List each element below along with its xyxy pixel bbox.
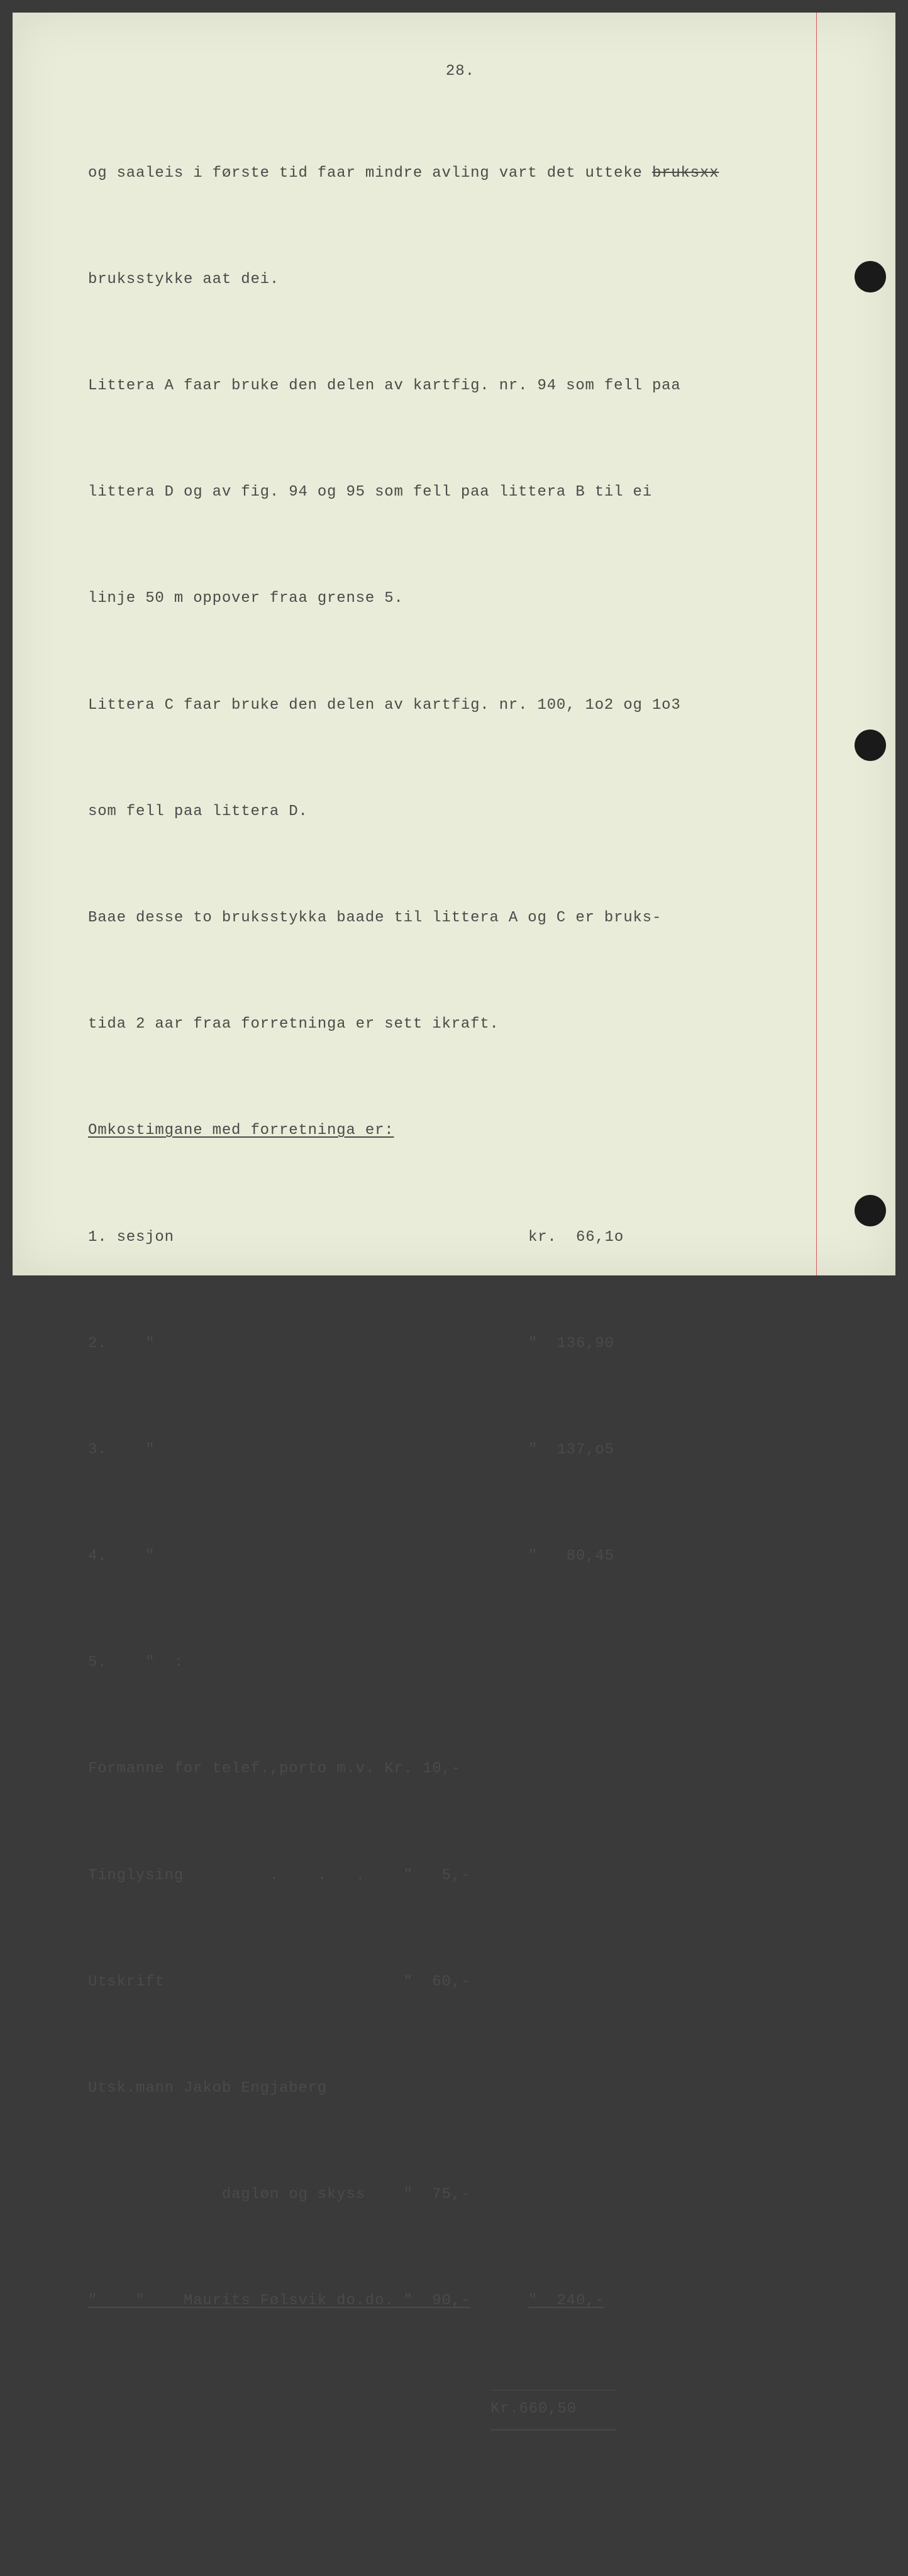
para-line: Littera C faar bruke den delen av kartfi…: [88, 688, 833, 723]
cost-value: [528, 2177, 629, 2212]
para-line: Baae desse to bruksstykka baade til litt…: [88, 901, 833, 936]
cost-row: Formanne for telef.,porto m.v. Kr. 10,-: [88, 1752, 629, 1787]
margin-rule-line: [816, 13, 817, 1275]
cost-row: Utskrift " 60,-: [88, 1965, 629, 2000]
para-line: linje 50 m oppover fraa grense 5.: [88, 581, 833, 616]
cost-label: " " Maurits Følsvik do.do. " 90,-: [88, 2284, 470, 2319]
cost-value: [528, 1965, 629, 2000]
struck-text: bruksxx: [652, 165, 719, 182]
cost-row: Utsk.mann Jakob Engjaberg: [88, 2071, 629, 2106]
cost-value: " 240,-: [528, 2284, 629, 2319]
cost-label: Utskrift " 60,-: [88, 1965, 470, 2000]
cost-value: [528, 1752, 629, 1787]
para-line: bruksstykke aat dei.: [88, 262, 833, 297]
document-page: 28. og saaleis i første tid faar mindre …: [13, 13, 895, 1275]
para-line: tida 2 aar fraa forretninga er sett ikra…: [88, 1007, 833, 1042]
cost-row: 1. sesjon kr. 66,1o: [88, 1220, 629, 1255]
cost-row: dagløn og skyss " 75,-: [88, 2177, 629, 2212]
page-number: 28.: [88, 63, 833, 80]
text: og saaleis i første tid faar mindre avli…: [88, 165, 643, 182]
cost-label: Utsk.mann Jakob Engjaberg: [88, 2071, 327, 2106]
cost-value: [528, 1858, 629, 1894]
total-sum: Kr.660,50: [490, 2390, 616, 2430]
cost-row: Tinglysing . . . " 5,-: [88, 1858, 629, 1894]
punch-hole: [855, 261, 886, 292]
cost-label: dagløn og skyss " 75,-: [88, 2177, 470, 2212]
cost-label: 1. sesjon: [88, 1220, 174, 1255]
punch-hole: [855, 730, 886, 761]
cost-label: 5. " :: [88, 1645, 184, 1680]
cost-label: 2. ": [88, 1326, 155, 1362]
para-line: Littera A faar bruke den delen av kartfi…: [88, 369, 833, 404]
payers-table: Av desse kostnadene betaler: Før betalt …: [88, 2556, 833, 2576]
cost-row: " " Maurits Følsvik do.do. " 90,- " 240,-: [88, 2284, 629, 2319]
cost-value: [528, 1645, 629, 1680]
cost-label: 4. ": [88, 1539, 155, 1574]
cost-row: 2. " " 136,90: [88, 1326, 629, 1362]
cost-label: 3. ": [88, 1433, 155, 1468]
para-line: som fell paa littera D.: [88, 794, 833, 830]
cost-value: " 137,o5: [528, 1433, 629, 1468]
cost-row: 5. " :: [88, 1645, 629, 1680]
body-text: og saaleis i første tid faar mindre avli…: [88, 85, 833, 2576]
punch-hole: [855, 1195, 886, 1226]
cost-value: kr. 66,1o: [528, 1220, 629, 1255]
cost-label: Tinglysing . . . " 5,-: [88, 1858, 470, 1894]
cost-row: 4. " " 80,45: [88, 1539, 629, 1574]
cost-value: [528, 2071, 629, 2106]
cost-row: 3. " " 137,o5: [88, 1433, 629, 1468]
cost-value: " 136,90: [528, 1326, 629, 1362]
para-line: littera D og av fig. 94 og 95 som fell p…: [88, 475, 833, 510]
cost-value: " 80,45: [528, 1539, 629, 1574]
costs-header: Omkostimgane med forretninga er:: [88, 1113, 833, 1148]
para-line: og saaleis i første tid faar mindre avli…: [88, 156, 833, 191]
cost-label: Formanne for telef.,porto m.v. Kr. 10,-: [88, 1752, 461, 1787]
